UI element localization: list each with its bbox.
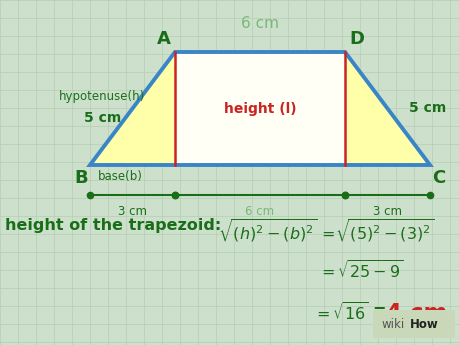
- Text: 6 cm: 6 cm: [241, 17, 279, 31]
- Text: wiki: wiki: [381, 317, 404, 331]
- Text: 5 cm: 5 cm: [84, 111, 121, 126]
- Polygon shape: [90, 52, 174, 165]
- Text: base(b): base(b): [98, 170, 143, 183]
- Text: $=\sqrt{16}$: $=\sqrt{16}$: [312, 302, 368, 324]
- Text: How: How: [409, 317, 438, 331]
- Text: 6 cm: 6 cm: [245, 205, 274, 218]
- Polygon shape: [174, 52, 344, 165]
- Text: B: B: [74, 169, 88, 187]
- Text: 3 cm: 3 cm: [372, 205, 401, 218]
- Text: A: A: [157, 30, 171, 48]
- Text: D: D: [348, 30, 363, 48]
- Text: height of the trapezoid:: height of the trapezoid:: [5, 218, 226, 233]
- FancyBboxPatch shape: [372, 310, 454, 338]
- Polygon shape: [344, 52, 429, 165]
- Text: $\sqrt{(h)^2-(b)^2}$: $\sqrt{(h)^2-(b)^2}$: [218, 218, 317, 245]
- Text: 3 cm: 3 cm: [118, 205, 147, 218]
- Text: $=\sqrt{25-9}$: $=\sqrt{25-9}$: [317, 260, 403, 282]
- Text: C: C: [431, 169, 444, 187]
- Text: $=\!\sqrt{(5)^2-(3)^2}$: $=\!\sqrt{(5)^2-(3)^2}$: [317, 218, 433, 245]
- Text: =: =: [372, 302, 391, 317]
- Text: hypotenuse(h): hypotenuse(h): [59, 90, 146, 103]
- Text: 5 cm: 5 cm: [409, 101, 446, 116]
- Text: 4 cm: 4 cm: [385, 302, 447, 325]
- Text: height (l): height (l): [223, 101, 296, 116]
